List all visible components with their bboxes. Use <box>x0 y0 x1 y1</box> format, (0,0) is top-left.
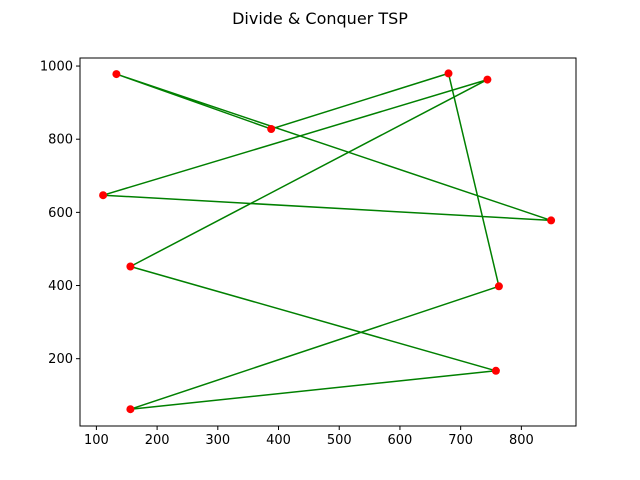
city-point <box>126 405 135 414</box>
x-tick-label: 600 <box>388 433 413 448</box>
city-point <box>444 69 453 78</box>
city-point <box>547 216 556 225</box>
y-tick-label: 400 <box>48 279 73 294</box>
city-point <box>99 191 108 200</box>
y-tick-label: 800 <box>48 133 73 148</box>
plot-area <box>79 57 577 427</box>
city-point <box>267 125 276 133</box>
x-tick-label: 200 <box>145 433 170 448</box>
chart-title: Divide & Conquer TSP <box>232 9 408 28</box>
y-tick-label: 1000 <box>40 60 73 75</box>
y-tick-label: 600 <box>48 206 73 221</box>
x-tick-label: 500 <box>327 433 352 448</box>
x-tick-label: 400 <box>266 433 291 448</box>
city-point <box>491 366 500 375</box>
city-points <box>99 69 556 414</box>
x-tick-label: 300 <box>205 433 230 448</box>
y-axis: 200 400 600 800 1000 <box>40 60 80 367</box>
axes-frame <box>79 57 577 427</box>
x-tick-label: 100 <box>84 433 109 448</box>
city-point <box>483 75 492 84</box>
y-tick-label: 200 <box>48 352 73 367</box>
plot-background <box>80 58 576 426</box>
x-tick-label: 800 <box>509 433 534 448</box>
city-point <box>494 282 503 291</box>
x-axis: 100 200 300 400 500 600 700 800 <box>84 426 534 448</box>
x-tick-label: 700 <box>448 433 473 448</box>
city-point <box>112 70 121 79</box>
city-point <box>126 262 135 271</box>
